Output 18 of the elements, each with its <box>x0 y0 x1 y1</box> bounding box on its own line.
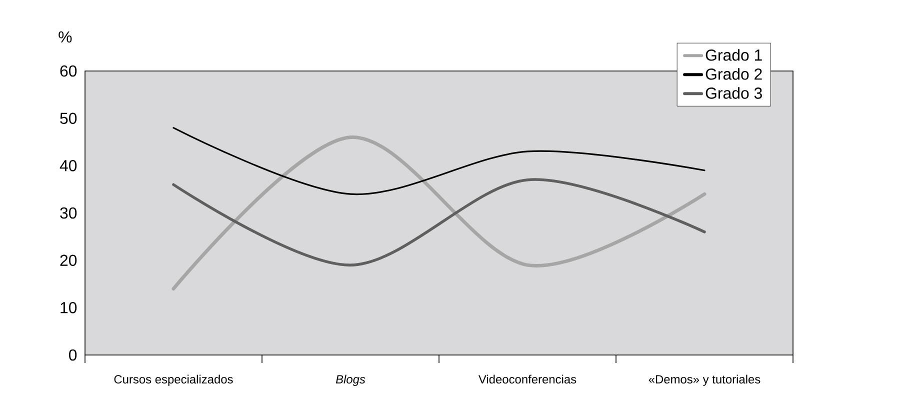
y-tick-label: 40 <box>60 160 77 172</box>
line-series <box>172 136 706 290</box>
x-tick-label: Blogs <box>336 374 366 386</box>
x-tick-label: Videoconferencias <box>478 374 576 384</box>
y-tick-label: 20 <box>60 254 77 266</box>
y-tick-label: 10 <box>60 302 77 314</box>
y-axis-title: % <box>58 31 72 42</box>
line-series <box>172 127 706 195</box>
legend-label: Grado 3 <box>706 87 762 99</box>
legend-label: Grado 2 <box>706 68 762 80</box>
legend-label: Grado 1 <box>706 49 762 61</box>
y-tick-label: 60 <box>60 65 77 77</box>
y-tick-label: 0 <box>68 349 77 361</box>
x-tick-label: Cursos especializados <box>114 374 233 386</box>
y-tick-label: 30 <box>60 207 77 219</box>
line-series <box>172 178 706 266</box>
y-tick-label: 50 <box>60 112 77 124</box>
x-tick-label: «Demos» y tutoriales <box>648 374 760 386</box>
